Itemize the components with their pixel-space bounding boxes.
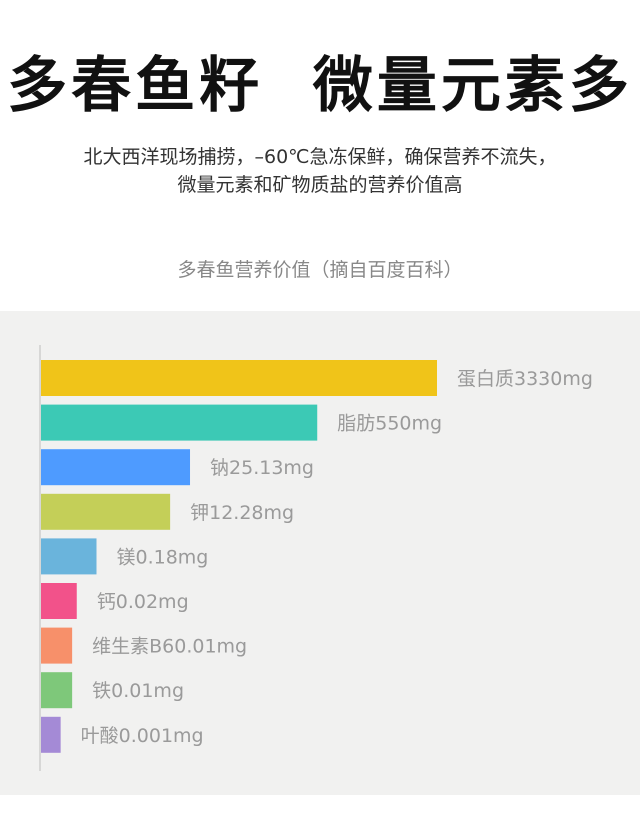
chart-title: 多春鱼营养价值（摘自百度百科） — [177, 259, 463, 281]
bar-1 — [41, 360, 437, 396]
bar-4 — [41, 493, 171, 530]
chart-panel: 蛋白质3330mg 脂肪550mg 钠25.13mg 钾12.28mg 镁0.18mg 钙… — [0, 311, 640, 795]
bar-6 — [41, 583, 77, 619]
bar-7 — [41, 627, 73, 664]
bar-label-4: 钾12.28mg — [190, 502, 294, 524]
bar-8 — [41, 672, 73, 709]
page-title: 多春鱼籽 微量元素多 — [7, 51, 633, 121]
bar-label-6: 钙0.02mg — [97, 591, 189, 613]
bar-label-2: 脂肪550mg — [337, 413, 442, 435]
bar-label-3: 钠25.13mg — [210, 457, 314, 479]
bar-3 — [41, 449, 191, 486]
subtitle-line-2: 微量元素和矿物质盐的营养价值高 — [177, 174, 463, 196]
bar-label-1: 蛋白质3330mg — [457, 368, 593, 390]
bar-chart: 蛋白质3330mg 脂肪550mg 钠25.13mg 钾12.28mg 镁0.18mg 钙… — [39, 345, 593, 771]
bar-5 — [41, 538, 97, 575]
bar-label-5: 镁0.18mg — [116, 546, 208, 568]
subtitle-line-1: 北大西洋现场捕捞，–60℃急冻保鲜，确保营养不流失， — [83, 146, 557, 168]
bar-label-8: 铁0.01mg — [92, 680, 184, 702]
bar-9 — [41, 716, 61, 753]
bar-label-7: 维生素B60.01mg — [92, 636, 247, 658]
bar-2 — [41, 404, 318, 441]
bar-label-9: 叶酸0.001mg — [81, 725, 204, 747]
